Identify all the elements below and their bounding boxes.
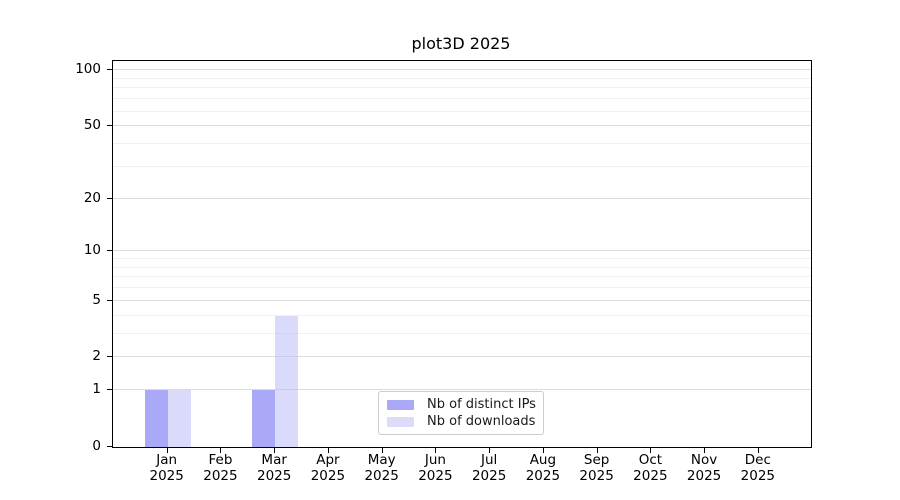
minor-gridline [113, 142, 811, 144]
x-tick-label: Oct 2025 [618, 452, 682, 484]
x-tick-label-year: 2025 [579, 468, 614, 484]
x-tick-label-month: Aug [529, 452, 557, 468]
x-tick-label-year: 2025 [149, 468, 184, 484]
x-tick-mark [220, 448, 222, 453]
minor-gridline [113, 332, 811, 334]
y-tick-label: 1 [92, 381, 101, 398]
minor-gridline [113, 287, 811, 289]
x-tick-label-month: Jun [424, 452, 446, 468]
plot-area [112, 60, 812, 448]
y-tick-label: 20 [83, 189, 101, 206]
y-tick-label: 100 [75, 61, 101, 78]
minor-gridline [113, 258, 811, 260]
y-tick-mark [107, 197, 112, 199]
x-tick-label-month: Oct [638, 452, 663, 468]
major-gridline [113, 69, 811, 71]
x-tick-label: Dec 2025 [726, 452, 790, 484]
x-tick-label: Sep 2025 [565, 452, 629, 484]
x-tick-label: May 2025 [350, 452, 414, 484]
legend-swatch-downloads [387, 416, 414, 427]
x-tick-label-month: Jul [480, 452, 498, 468]
y-tick-mark [107, 250, 112, 252]
x-tick-label-month: Dec [744, 452, 771, 468]
x-tick-mark [381, 448, 383, 453]
x-tick-mark [650, 448, 652, 453]
x-tick-mark [489, 448, 491, 453]
y-tick-mark [107, 446, 112, 447]
major-gridline [113, 125, 811, 127]
y-tick-mark [107, 125, 112, 127]
x-tick-mark [327, 448, 329, 453]
x-tick-label-month: Sep [583, 452, 610, 468]
x-tick-mark [542, 448, 544, 453]
minor-gridline [113, 266, 811, 268]
major-gridline [113, 197, 811, 199]
x-tick-label-year: 2025 [310, 468, 346, 484]
x-tick-label-year: 2025 [525, 468, 561, 484]
x-tick-label: Nov 2025 [672, 452, 736, 484]
y-tick-mark [107, 299, 112, 301]
x-tick-mark [166, 448, 168, 453]
legend-label: Nb of distinct IPs [427, 397, 536, 412]
x-tick-label-year: 2025 [364, 468, 399, 484]
y-tick-label: 10 [83, 242, 101, 259]
y-tick-mark [107, 356, 112, 358]
x-tick-label: Mar 2025 [242, 452, 306, 484]
x-tick-label-month: May [367, 452, 396, 468]
minor-gridline [113, 98, 811, 100]
x-tick-label: Apr 2025 [296, 452, 360, 484]
x-tick-label-year: 2025 [418, 468, 453, 484]
x-tick-label-month: Feb [208, 452, 233, 468]
major-gridline [113, 299, 811, 301]
x-tick-mark [435, 448, 437, 453]
x-tick-label: Jan 2025 [135, 452, 199, 484]
x-tick-label-month: Mar [261, 452, 287, 468]
y-tick-label: 0 [92, 438, 101, 454]
minor-gridline [113, 77, 811, 79]
minor-gridline [113, 165, 811, 167]
bar-downloads-mar [275, 315, 299, 447]
legend-item: Nb of downloads [387, 414, 535, 429]
x-tick-mark [704, 448, 706, 453]
x-tick-label-month: Jan [156, 452, 178, 468]
legend: Nb of distinct IPs Nb of downloads [378, 391, 544, 435]
x-tick-label-month: Apr [316, 452, 340, 468]
y-tick-label: 2 [92, 348, 101, 365]
x-tick-label: Jul 2025 [457, 452, 521, 484]
x-tick-mark [596, 448, 598, 453]
major-gridline [113, 356, 811, 358]
legend-item: Nb of distinct IPs [387, 397, 536, 412]
minor-gridline [113, 110, 811, 112]
x-tick-label: Feb 2025 [188, 452, 252, 484]
x-tick-mark [274, 448, 276, 453]
y-tick-label: 50 [83, 117, 101, 134]
bar-distinct-ips-mar [252, 390, 276, 447]
y-tick-label: 5 [92, 291, 101, 308]
x-tick-label-year: 2025 [740, 468, 775, 484]
x-tick-label: Jun 2025 [403, 452, 467, 484]
minor-gridline [113, 314, 811, 316]
major-gridline [113, 389, 811, 391]
major-gridline [113, 250, 811, 252]
x-tick-label-year: 2025 [256, 468, 292, 484]
x-tick-label-year: 2025 [633, 468, 668, 484]
x-tick-label-year: 2025 [686, 468, 722, 484]
x-tick-mark [757, 448, 759, 453]
x-tick-label-month: Nov [690, 452, 718, 468]
legend-swatch-distinct-ips [387, 399, 414, 410]
minor-gridline [113, 276, 811, 278]
legend-label: Nb of downloads [427, 414, 536, 429]
minor-gridline [113, 87, 811, 89]
y-tick-mark [107, 389, 112, 391]
x-tick-label: Aug 2025 [511, 452, 575, 484]
bar-downloads-jan [167, 390, 191, 447]
x-tick-label-year: 2025 [203, 468, 238, 484]
y-tick-mark [107, 69, 112, 71]
bar-distinct-ips-jan [144, 390, 168, 447]
chart-title: plot3D 2025 [411, 34, 511, 53]
x-tick-label-year: 2025 [471, 468, 507, 484]
